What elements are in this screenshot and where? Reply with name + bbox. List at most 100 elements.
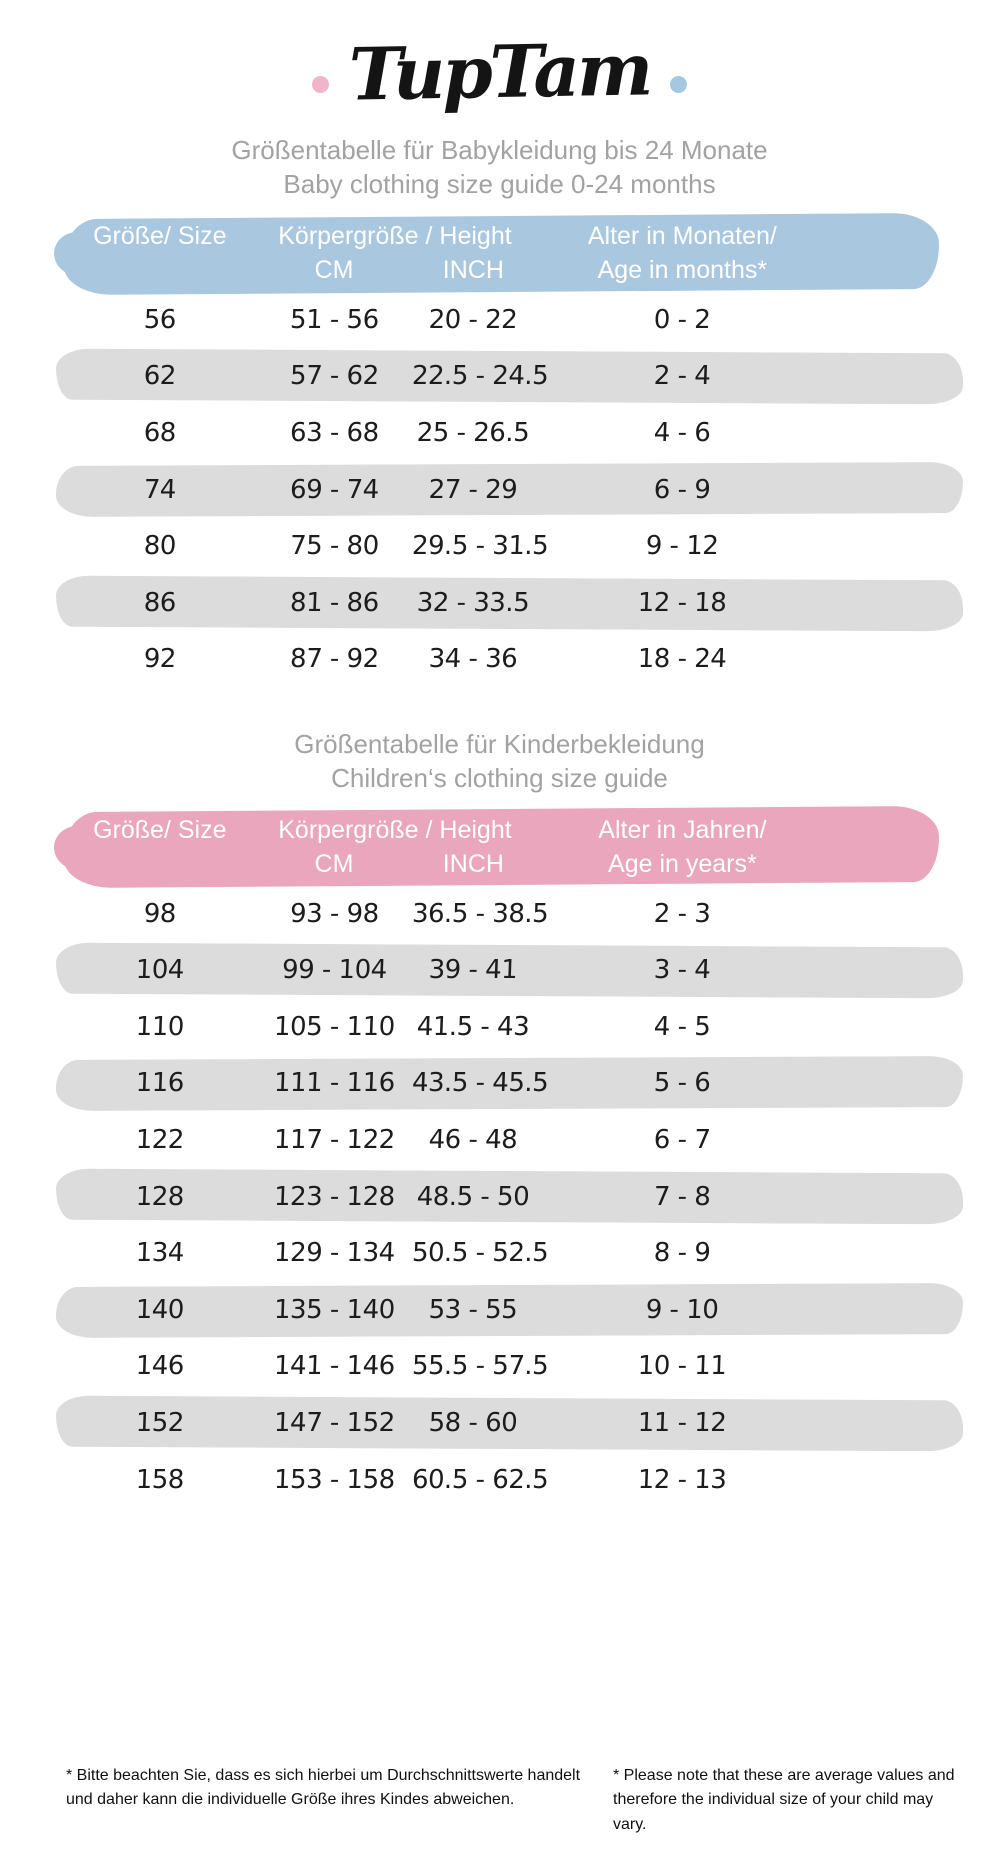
height-inch-cell: 50.5 - 52.5 [411, 1238, 550, 1269]
height-cm-cell: 63 - 68 [289, 418, 379, 449]
size-cell: 146 [135, 1351, 185, 1382]
baby-size-table: Größe/ Size Körpergröße / Height Alter i… [64, 216, 935, 688]
table-row: 56 51 - 56 20 - 22 0 - 2 [64, 292, 935, 349]
size-cell: 110 [135, 1011, 185, 1042]
column-header-age-line1: Alter in Jahren/ [598, 815, 767, 844]
table-row: 86 81 - 86 32 - 33.5 12 - 18 [64, 575, 935, 632]
age-cell: 12 - 18 [637, 587, 728, 618]
height-inch-cell: 41.5 - 43 [416, 1011, 531, 1042]
height-cm-cell: 129 - 134 [273, 1238, 395, 1269]
age-cell: 2 - 4 [653, 361, 712, 392]
table-row: 104 99 - 104 39 - 41 3 - 4 [64, 942, 935, 999]
column-header-size: Größe/ Size [93, 222, 227, 251]
age-cell: 5 - 6 [653, 1068, 712, 1099]
table-row: 158 153 - 158 60.5 - 62.5 12 - 13 [64, 1451, 935, 1508]
children-table-header: Größe/ Size Körpergröße / Height Alter i… [64, 809, 935, 885]
logo-pink-dot-icon [311, 75, 329, 93]
size-cell: 74 [143, 474, 177, 505]
logo-blue-dot-icon [670, 75, 688, 93]
height-inch-cell: 53 - 55 [428, 1294, 519, 1325]
table-row: 146 141 - 146 55.5 - 57.5 10 - 11 [64, 1338, 935, 1395]
size-cell: 104 [135, 955, 185, 986]
height-inch-cell: 20 - 22 [428, 304, 519, 335]
size-cell: 122 [135, 1125, 185, 1156]
age-cell: 3 - 4 [653, 955, 712, 986]
age-cell: 6 - 7 [653, 1125, 712, 1156]
baby-table-title-de: Größentabelle für Babykleidung bis 24 Mo… [231, 135, 768, 165]
height-inch-cell: 55.5 - 57.5 [411, 1351, 550, 1382]
children-table-rows: 98 93 - 98 36.5 - 38.5 2 - 3 104 99 - 104 39 -… [64, 885, 935, 1508]
size-cell: 80 [143, 531, 177, 562]
table-row: 128 123 - 128 48.5 - 50 7 - 8 [64, 1168, 935, 1225]
age-cell: 11 - 12 [637, 1407, 728, 1438]
height-inch-cell: 36.5 - 38.5 [411, 898, 550, 929]
height-cm-cell: 69 - 74 [289, 474, 379, 505]
children-table-title: Größentabelle für Kinderbekleidung Child… [0, 728, 999, 796]
height-cm-cell: 117 - 122 [273, 1125, 395, 1156]
size-cell: 128 [135, 1181, 185, 1212]
table-row: 80 75 - 80 29.5 - 31.5 9 - 12 [64, 518, 935, 575]
height-cm-cell: 153 - 158 [273, 1464, 395, 1495]
height-cm-cell: 87 - 92 [289, 644, 379, 675]
table-row: 74 69 - 74 27 - 29 6 - 9 [64, 461, 935, 518]
age-cell: 9 - 12 [645, 531, 720, 562]
footnote-german: * Bitte beachten Sie, dass es sich hierb… [66, 1766, 581, 1809]
height-inch-cell: 34 - 36 [428, 644, 519, 675]
table-row: 122 117 - 122 46 - 48 6 - 7 [64, 1112, 935, 1169]
table-row: 68 63 - 68 25 - 26.5 4 - 6 [64, 405, 935, 462]
age-cell: 4 - 5 [653, 1011, 712, 1042]
height-inch-cell: 39 - 41 [428, 955, 519, 986]
height-cm-cell: 99 - 104 [281, 955, 387, 986]
size-cell: 152 [135, 1407, 185, 1438]
height-inch-cell: 27 - 29 [428, 474, 519, 505]
size-cell: 158 [135, 1464, 185, 1495]
height-inch-cell: 32 - 33.5 [416, 587, 531, 618]
brand-logo: TupTam [0, 0, 999, 120]
age-cell: 4 - 6 [653, 418, 712, 449]
height-inch-cell: 29.5 - 31.5 [411, 531, 550, 562]
height-cm-cell: 81 - 86 [289, 587, 379, 618]
age-cell: 0 - 2 [653, 304, 712, 335]
height-cm-cell: 111 - 116 [273, 1068, 395, 1099]
height-cm-cell: 135 - 140 [273, 1294, 395, 1325]
size-cell: 134 [135, 1238, 185, 1269]
height-inch-cell: 60.5 - 62.5 [411, 1464, 550, 1495]
age-cell: 12 - 13 [637, 1464, 728, 1495]
children-table-title-en: Children‘s clothing size guide [331, 762, 668, 793]
table-row: 110 105 - 110 41.5 - 43 4 - 5 [64, 999, 935, 1056]
size-cell: 56 [143, 304, 177, 335]
size-cell: 86 [143, 587, 177, 618]
footnotes: * Bitte beachten Sie, dass es sich hierb… [66, 1764, 969, 1838]
table-row: 134 129 - 134 50.5 - 52.5 8 - 9 [64, 1225, 935, 1282]
age-cell: 9 - 10 [645, 1294, 720, 1325]
column-header-height: Körpergröße / Height [278, 222, 512, 251]
height-cm-cell: 141 - 146 [273, 1351, 395, 1382]
age-cell: 6 - 9 [653, 474, 712, 505]
height-inch-cell: 48.5 - 50 [416, 1181, 531, 1212]
baby-table-title: Größentabelle für Babykleidung bis 24 Mo… [0, 134, 999, 202]
height-cm-cell: 57 - 62 [289, 361, 379, 392]
children-table-title-de: Größentabelle für Kinderbekleidung [294, 728, 705, 759]
size-cell: 98 [143, 898, 177, 929]
table-row: 62 57 - 62 22.5 - 24.5 2 - 4 [64, 348, 935, 405]
size-cell: 92 [143, 644, 177, 675]
column-header-cm: CM [314, 849, 354, 878]
age-cell: 7 - 8 [653, 1181, 712, 1212]
height-inch-cell: 43.5 - 45.5 [411, 1068, 550, 1099]
size-cell: 68 [143, 418, 177, 449]
brand-logo-text: TupTam [348, 26, 651, 117]
table-row: 152 147 - 152 58 - 60 11 - 12 [64, 1395, 935, 1452]
children-size-table: Größe/ Size Körpergröße / Height Alter i… [64, 809, 935, 1508]
height-cm-cell: 123 - 128 [273, 1181, 395, 1212]
height-cm-cell: 51 - 56 [289, 304, 379, 335]
column-header-inch: INCH [442, 256, 504, 285]
table-row: 140 135 - 140 53 - 55 9 - 10 [64, 1282, 935, 1339]
baby-table-rows: 56 51 - 56 20 - 22 0 - 2 62 57 - 62 22.5 - 24.… [64, 292, 935, 688]
column-header-cm: CM [314, 256, 354, 285]
column-header-age-line1: Alter in Monaten/ [587, 222, 777, 251]
height-cm-cell: 105 - 110 [273, 1011, 395, 1042]
height-cm-cell: 147 - 152 [273, 1407, 395, 1438]
age-cell: 18 - 24 [637, 644, 728, 675]
table-row: 98 93 - 98 36.5 - 38.5 2 - 3 [64, 885, 935, 942]
